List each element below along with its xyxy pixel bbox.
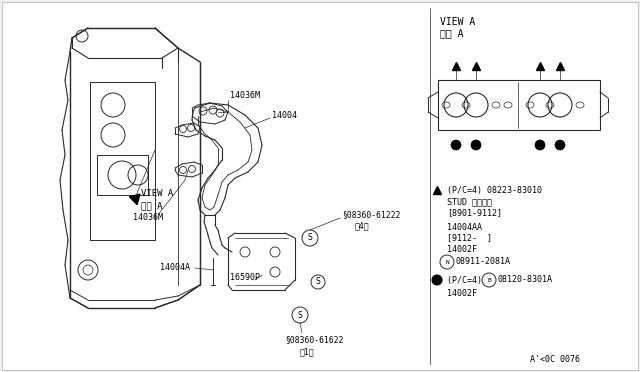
Text: §08360-61222: §08360-61222	[342, 211, 401, 219]
Text: S: S	[316, 278, 321, 286]
Circle shape	[471, 140, 481, 150]
Text: S: S	[298, 311, 302, 320]
Circle shape	[432, 275, 442, 285]
Text: A'<0C 0076: A'<0C 0076	[530, 356, 580, 365]
Text: （1）: （1）	[300, 347, 315, 356]
Bar	[438, 80, 600, 130]
Text: 16590P: 16590P	[230, 273, 260, 282]
Text: 矢視 A: 矢視 A	[440, 28, 463, 38]
Text: VIEW A: VIEW A	[440, 17, 476, 27]
Text: B: B	[487, 278, 491, 282]
Text: 14004A: 14004A	[160, 263, 190, 273]
Text: 14036M: 14036M	[230, 92, 260, 100]
Text: STUD スタッド: STUD スタッド	[447, 198, 492, 206]
Text: (P/C=4): (P/C=4)	[447, 276, 487, 285]
Text: 14002F: 14002F	[447, 244, 477, 253]
Text: 14004AA: 14004AA	[447, 222, 482, 231]
Text: [9112-  ]: [9112- ]	[447, 234, 492, 243]
Text: (P/C=4) 08223-83010: (P/C=4) 08223-83010	[447, 186, 542, 195]
Text: [8901-9112]: [8901-9112]	[447, 208, 502, 218]
Circle shape	[555, 140, 565, 150]
Text: 08911-2081A: 08911-2081A	[456, 257, 511, 266]
Text: 14002F: 14002F	[447, 289, 477, 298]
Text: §08360-61622: §08360-61622	[285, 336, 344, 344]
Text: N: N	[445, 260, 449, 264]
Circle shape	[451, 140, 461, 150]
Text: 14004: 14004	[272, 110, 297, 119]
Text: 14036M: 14036M	[133, 214, 163, 222]
Text: 08120-8301A: 08120-8301A	[498, 276, 553, 285]
Text: （4）: （4）	[355, 221, 370, 231]
Text: S: S	[308, 234, 312, 243]
Text: 矢視 A: 矢視 A	[141, 202, 163, 211]
Text: VIEW A: VIEW A	[141, 189, 173, 199]
Circle shape	[535, 140, 545, 150]
